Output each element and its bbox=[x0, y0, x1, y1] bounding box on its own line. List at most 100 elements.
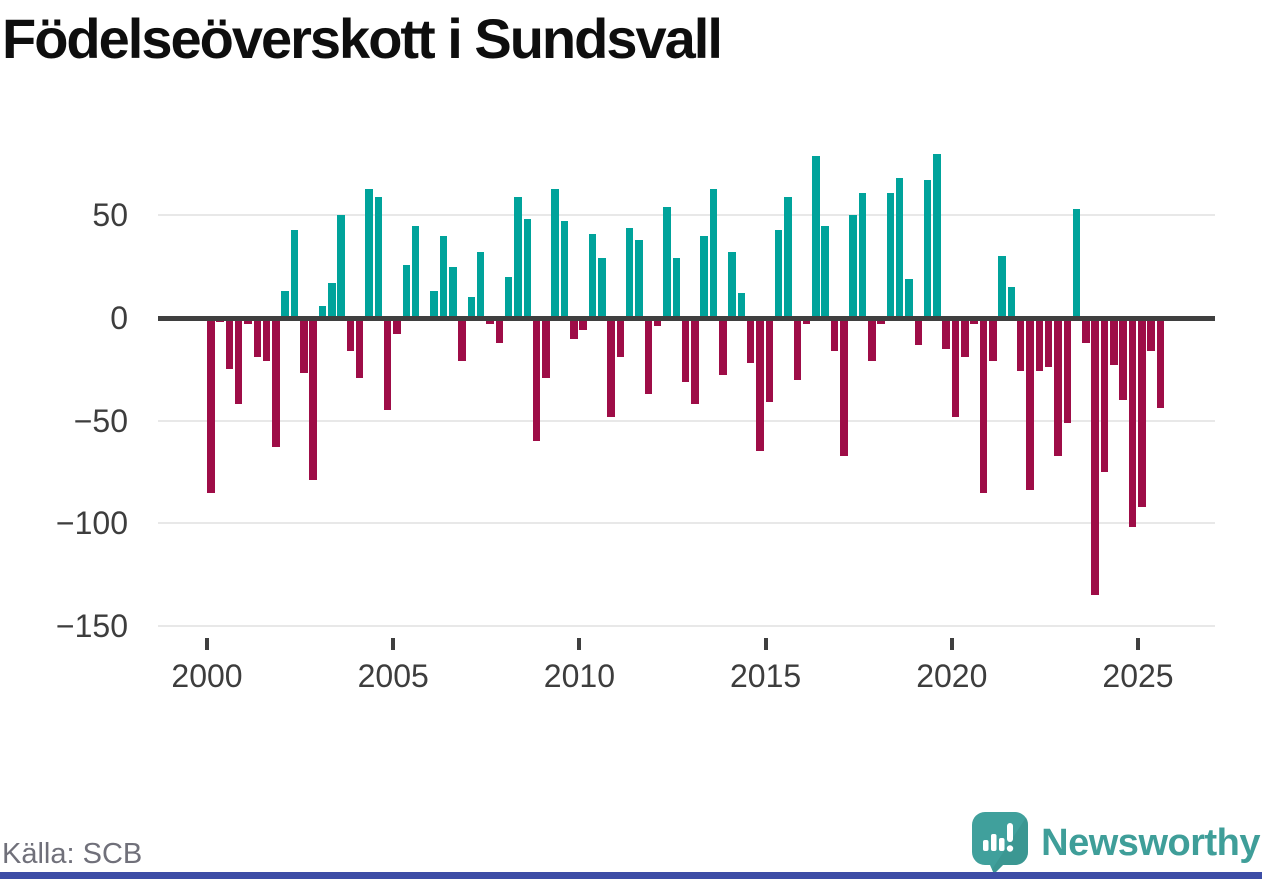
bar-positive bbox=[449, 266, 457, 318]
footer-accent-bar bbox=[0, 872, 1262, 879]
bar-positive bbox=[663, 207, 671, 318]
bar-negative bbox=[495, 318, 504, 343]
x-axis-tick-mark bbox=[391, 638, 396, 650]
zero-axis-line bbox=[158, 315, 1215, 321]
x-axis-tick-label: 2005 bbox=[357, 658, 429, 694]
bar-negative bbox=[793, 318, 802, 380]
bar-negative bbox=[868, 318, 876, 362]
bar-negative bbox=[979, 318, 988, 493]
bar-negative bbox=[393, 318, 401, 335]
gridline bbox=[158, 214, 1215, 217]
bar-positive bbox=[588, 233, 597, 318]
bar-positive bbox=[905, 278, 913, 318]
bar-positive bbox=[430, 291, 438, 318]
bar-positive bbox=[672, 258, 680, 318]
bar-negative bbox=[309, 318, 317, 481]
bar-positive bbox=[374, 196, 383, 318]
bar-positive bbox=[1072, 209, 1081, 318]
bar-negative bbox=[756, 318, 764, 452]
y-axis-tick-label: −150 bbox=[55, 607, 128, 644]
gridline bbox=[158, 522, 1215, 525]
bar-positive bbox=[337, 215, 345, 318]
bar-positive bbox=[635, 239, 643, 318]
chart-title: Födelseöverskott i Sundsvall bbox=[2, 7, 723, 70]
bar-negative bbox=[1128, 318, 1137, 528]
bar-negative bbox=[1119, 318, 1127, 401]
bar-positive bbox=[281, 291, 289, 318]
bar-positive bbox=[821, 225, 829, 318]
x-axis-tick-label: 2025 bbox=[1102, 658, 1174, 694]
brand-footer: Newsworthy bbox=[972, 812, 1260, 874]
bar-negative bbox=[942, 318, 950, 349]
bar-positive bbox=[737, 293, 746, 318]
source-note: Källa: SCB bbox=[2, 838, 143, 870]
bar-positive bbox=[467, 297, 476, 318]
bar-positive bbox=[625, 227, 634, 318]
bar-positive bbox=[560, 221, 569, 318]
bar-negative bbox=[1110, 318, 1118, 366]
bar-positive bbox=[933, 153, 941, 318]
x-axis-tick-label: 2020 bbox=[916, 658, 988, 694]
bar-negative bbox=[542, 318, 550, 378]
x-axis-tick-mark bbox=[949, 638, 954, 650]
bar-positive bbox=[784, 196, 792, 318]
bar-negative bbox=[1100, 318, 1109, 472]
bar-negative bbox=[830, 318, 839, 351]
bar-negative bbox=[970, 318, 978, 325]
x-axis-tick-mark bbox=[763, 638, 768, 650]
bar-positive bbox=[1007, 287, 1016, 318]
brand-name: Newsworthy bbox=[1041, 821, 1260, 864]
newsworthy-logo-icon bbox=[972, 812, 1029, 874]
bar-positive bbox=[523, 219, 532, 318]
bar-negative bbox=[262, 318, 271, 362]
bar-negative bbox=[486, 318, 494, 325]
bar-positive bbox=[858, 192, 867, 318]
bar-negative bbox=[383, 318, 392, 411]
bar-negative bbox=[1054, 318, 1062, 456]
y-axis-tick-label: 0 bbox=[110, 300, 128, 336]
bar-negative bbox=[570, 318, 578, 339]
bar-negative bbox=[914, 318, 923, 345]
bar-positive bbox=[504, 276, 513, 318]
x-axis-tick-label: 2015 bbox=[730, 658, 802, 694]
bar-negative bbox=[653, 318, 662, 327]
bar-negative bbox=[1082, 318, 1090, 343]
bar-negative bbox=[1035, 318, 1044, 372]
bar-negative bbox=[300, 318, 308, 374]
bar-negative bbox=[355, 318, 364, 378]
x-axis-tick-mark bbox=[577, 638, 582, 650]
bar-negative bbox=[877, 318, 885, 325]
bar-negative bbox=[346, 318, 355, 351]
y-axis-tick-label: 50 bbox=[92, 197, 128, 234]
bar-negative bbox=[579, 318, 587, 331]
bar-negative bbox=[719, 318, 727, 376]
y-axis-tick-label: −50 bbox=[73, 402, 128, 439]
bar-positive bbox=[318, 305, 327, 318]
bar-negative bbox=[272, 318, 280, 448]
bar-positive bbox=[886, 192, 895, 318]
bar-negative bbox=[616, 318, 625, 357]
bar-negative bbox=[458, 318, 466, 362]
bar-negative bbox=[840, 318, 848, 456]
y-axis-tick-label: −100 bbox=[55, 505, 128, 542]
bar-negative bbox=[1044, 318, 1053, 368]
bar-negative bbox=[1138, 318, 1146, 507]
bar-positive bbox=[998, 256, 1006, 318]
x-axis-tick-mark bbox=[1136, 638, 1140, 650]
bar-negative bbox=[244, 318, 252, 325]
bar-positive bbox=[774, 229, 783, 318]
bar-negative bbox=[691, 318, 699, 405]
x-axis-tick-mark bbox=[205, 638, 209, 650]
bar-negative bbox=[253, 318, 262, 357]
bar-positive bbox=[476, 252, 485, 318]
bar-negative bbox=[951, 318, 960, 417]
gridline bbox=[158, 624, 1215, 627]
bar-negative bbox=[681, 318, 690, 382]
bar-positive bbox=[728, 252, 736, 318]
gridline bbox=[158, 419, 1215, 422]
bar-positive bbox=[923, 180, 932, 318]
bar-positive bbox=[551, 188, 559, 318]
bar-positive bbox=[849, 215, 857, 318]
bar-positive bbox=[812, 155, 820, 318]
